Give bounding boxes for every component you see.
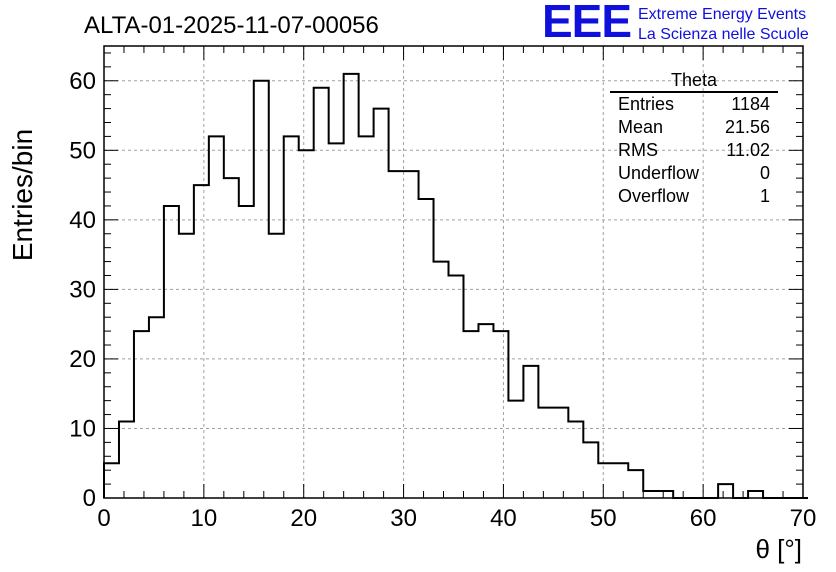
stats-label: Overflow bbox=[618, 186, 690, 206]
stats-value: 1184 bbox=[731, 94, 770, 114]
histogram-bin bbox=[389, 171, 404, 498]
x-tick-label: 60 bbox=[690, 505, 717, 532]
histogram-bin bbox=[643, 491, 658, 498]
histogram-title: ALTA-01-2025-11-07-00056 bbox=[84, 12, 379, 39]
y-tick-label: 20 bbox=[69, 346, 96, 373]
histogram-outline bbox=[103, 72, 808, 499]
histogram-bin bbox=[449, 275, 464, 498]
histogram-bin bbox=[434, 262, 449, 498]
x-axis-label: θ [°] bbox=[755, 534, 802, 564]
histogram-bin bbox=[224, 178, 239, 498]
y-tick-label: 40 bbox=[69, 207, 96, 234]
logo-letters: EEE bbox=[542, 0, 632, 47]
x-tick-label: 0 bbox=[97, 505, 110, 532]
histogram-bin bbox=[553, 408, 568, 498]
histogram-bin bbox=[134, 331, 149, 498]
histogram-bin bbox=[209, 136, 224, 498]
y-tick-label: 60 bbox=[69, 68, 96, 95]
stats-box: Theta Entries 1184 Mean 21.56 RMS 11.02 … bbox=[610, 70, 778, 208]
stats-label: RMS bbox=[618, 140, 658, 160]
histogram-bin bbox=[508, 401, 523, 498]
stats-row-overflow: Overflow 1 bbox=[610, 185, 778, 208]
histogram-bin bbox=[329, 143, 344, 498]
histogram-bin bbox=[718, 484, 733, 498]
histogram-bin bbox=[628, 470, 643, 498]
histogram-bin bbox=[164, 206, 179, 498]
stats-value: 21.56 bbox=[724, 117, 770, 137]
logo-line-1: Extreme Energy Events bbox=[638, 6, 807, 23]
x-tick-label: 50 bbox=[590, 505, 617, 532]
x-tick-label: 10 bbox=[191, 505, 218, 532]
x-tick-label: 20 bbox=[290, 505, 317, 532]
histogram-bin bbox=[344, 74, 359, 498]
histogram-bin bbox=[493, 331, 508, 498]
y-tick-label: 0 bbox=[83, 485, 96, 512]
stats-value: 11.02 bbox=[726, 140, 770, 160]
x-tick-label: 30 bbox=[390, 505, 417, 532]
stats-label: Entries bbox=[618, 94, 675, 114]
histogram-bin bbox=[613, 463, 628, 498]
stats-row-underflow: Underflow 0 bbox=[610, 162, 778, 185]
histogram-bin bbox=[419, 199, 434, 498]
histogram-bin bbox=[478, 324, 493, 498]
histogram-bin bbox=[239, 206, 254, 498]
stats-row-entries: Entries 1184 bbox=[610, 93, 778, 116]
histogram-bin bbox=[149, 317, 164, 498]
histogram-bin bbox=[748, 491, 763, 498]
histogram-bin bbox=[538, 408, 553, 498]
eee-logo: EEE Extreme Energy Events La Scienza nel… bbox=[542, 0, 832, 47]
stats-value: 0 bbox=[759, 163, 770, 183]
histogram-bin bbox=[269, 234, 284, 498]
x-tick-label: 40 bbox=[490, 505, 517, 532]
histogram-bin bbox=[359, 136, 374, 498]
stats-value: 1 bbox=[759, 186, 770, 206]
histogram-bin bbox=[374, 109, 389, 498]
histogram-bin bbox=[314, 88, 329, 498]
stats-row-rms: RMS 11.02 bbox=[610, 139, 778, 162]
histogram-bin bbox=[284, 136, 299, 498]
logo-line-2: La Scienza nelle Scuole bbox=[638, 26, 809, 43]
x-tick-label: 70 bbox=[790, 505, 817, 532]
histogram-bin bbox=[299, 150, 314, 498]
stats-label: Mean bbox=[618, 117, 664, 137]
histogram-bin bbox=[568, 422, 583, 498]
y-tick-label: 50 bbox=[69, 137, 96, 164]
stats-title: Theta bbox=[610, 70, 778, 93]
stats-label: Underflow bbox=[618, 163, 700, 183]
histogram-bin bbox=[119, 422, 134, 498]
histogram-bin bbox=[104, 463, 119, 498]
histogram-bin bbox=[179, 234, 194, 498]
histogram-bin bbox=[523, 366, 538, 498]
histogram-bin bbox=[658, 491, 673, 498]
histogram-bin bbox=[194, 185, 209, 498]
y-tick-label: 10 bbox=[69, 415, 96, 442]
histogram-bin bbox=[583, 442, 598, 498]
histogram-bin bbox=[463, 331, 478, 498]
plot-frame bbox=[103, 45, 804, 499]
histogram-bin bbox=[598, 463, 613, 498]
y-tick-label: 30 bbox=[69, 276, 96, 303]
stats-row-mean: Mean 21.56 bbox=[610, 116, 778, 139]
